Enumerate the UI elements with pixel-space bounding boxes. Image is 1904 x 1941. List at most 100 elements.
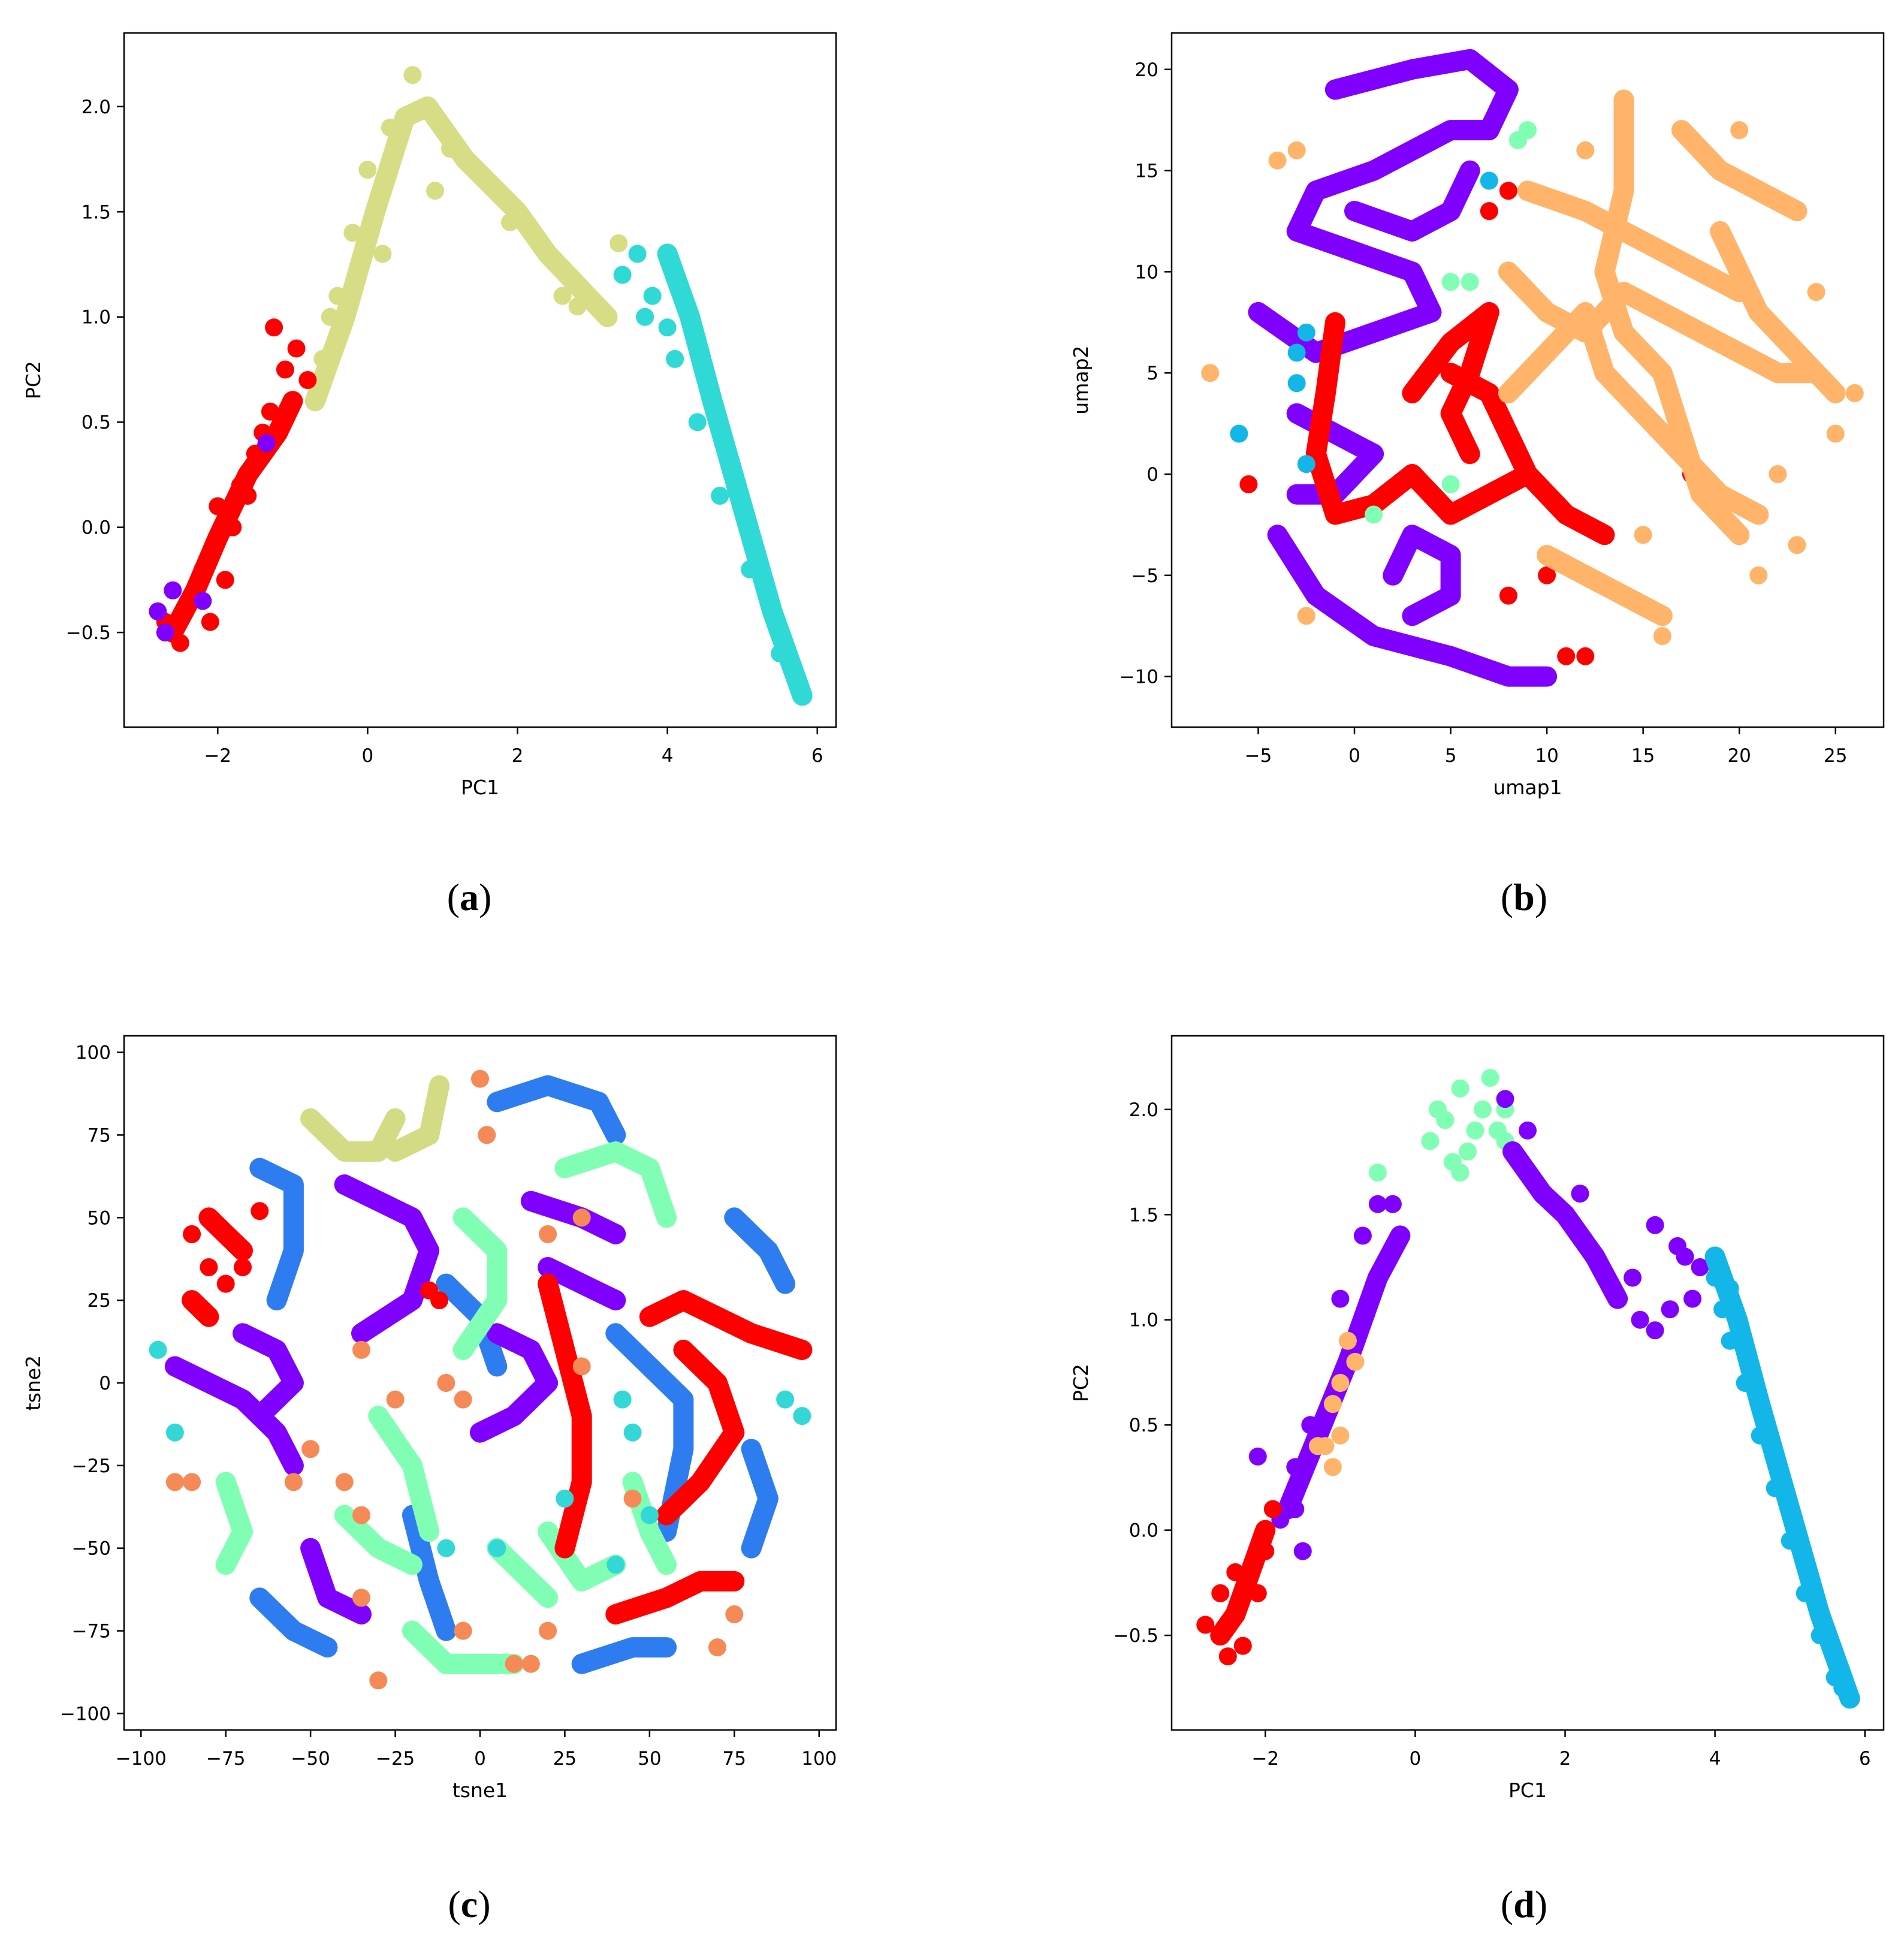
data-point — [553, 287, 572, 305]
data-point — [1615, 283, 1633, 302]
y-axis-label: PC2 — [22, 361, 45, 399]
x-tick-label: −50 — [291, 1748, 330, 1770]
series-cluster-khaki-scatter — [313, 66, 628, 368]
data-point — [606, 1143, 625, 1161]
data-point — [1586, 1247, 1604, 1266]
plot-area-d — [1196, 1069, 1860, 1709]
data-point — [1421, 1132, 1440, 1150]
data-point — [1499, 667, 1517, 686]
y-tick-label: 5 — [1146, 363, 1158, 384]
data-point — [1331, 1374, 1350, 1392]
data-point — [352, 1340, 370, 1359]
data-point — [1538, 667, 1556, 686]
data-point — [681, 308, 699, 326]
data-point — [420, 1281, 439, 1300]
data-point — [1751, 1426, 1769, 1445]
series-cluster-red-scatter — [1196, 1500, 1282, 1666]
data-point — [301, 1440, 320, 1458]
data-point — [688, 413, 707, 432]
data-point — [703, 392, 722, 411]
data-point — [283, 392, 302, 411]
data-point — [1403, 222, 1422, 240]
data-point — [200, 1258, 218, 1276]
x-tick-label: 5 — [1445, 745, 1457, 767]
data-point — [1672, 445, 1691, 463]
data-point — [1788, 202, 1806, 221]
data-point — [352, 1506, 370, 1524]
x-tick-label: 0 — [1410, 1748, 1422, 1770]
data-point — [1706, 1247, 1724, 1266]
data-point — [640, 1159, 659, 1177]
data-point — [1403, 607, 1422, 625]
series-cluster-khaki — [300, 1108, 406, 1162]
data-point — [403, 1456, 421, 1475]
series-cluster-orange-7 — [1710, 221, 1846, 403]
data-point — [488, 1357, 506, 1376]
x-tick-label: 6 — [811, 745, 823, 767]
data-point — [640, 1506, 659, 1524]
series-line — [1537, 545, 1673, 626]
data-point — [606, 1126, 625, 1144]
data-point — [1441, 475, 1460, 493]
data-point — [1631, 1310, 1649, 1329]
x-tick-label: 75 — [723, 1748, 746, 1770]
data-point — [1721, 1331, 1739, 1350]
data-point — [267, 1291, 286, 1310]
x-axis-label: umap1 — [1493, 776, 1562, 799]
x-tick-label: 15 — [1631, 745, 1655, 767]
data-point — [725, 1423, 744, 1442]
series-cluster-purple-7 — [538, 1257, 626, 1311]
data-point — [1615, 586, 1633, 605]
data-point — [666, 349, 684, 368]
data-point — [1730, 343, 1749, 362]
data-point — [776, 1274, 795, 1293]
data-point — [1451, 1079, 1470, 1098]
series-cluster-red-5 — [198, 1207, 253, 1261]
data-point — [1403, 60, 1422, 79]
y-tick-label: 15 — [1135, 161, 1158, 182]
data-point — [1845, 384, 1864, 402]
data-point — [674, 1340, 693, 1359]
data-point — [257, 434, 276, 453]
data-point — [488, 1241, 506, 1260]
series-line — [657, 243, 813, 706]
series-cluster-green — [215, 1472, 253, 1575]
data-point — [369, 1407, 388, 1425]
data-point — [386, 1143, 405, 1161]
data-point — [200, 1208, 218, 1227]
x-tick-label: 50 — [638, 1748, 661, 1770]
data-point — [640, 1307, 659, 1326]
data-point — [149, 1340, 167, 1359]
data-point — [613, 266, 632, 284]
data-point — [437, 1621, 455, 1640]
data-point — [1287, 374, 1306, 393]
data-point — [793, 1340, 811, 1359]
data-point — [1461, 50, 1479, 68]
series-line — [487, 1075, 626, 1146]
data-point — [343, 224, 362, 242]
x-tick-label: −2 — [1251, 1748, 1279, 1770]
data-point — [1249, 303, 1268, 321]
data-point — [1691, 1258, 1709, 1276]
data-point — [1422, 303, 1441, 321]
data-point — [640, 1357, 659, 1376]
data-point — [321, 308, 339, 326]
data-point — [1301, 1416, 1320, 1434]
data-point — [711, 487, 729, 505]
data-point — [298, 371, 317, 389]
data-point — [396, 108, 414, 126]
series-cluster-green — [1365, 121, 1537, 524]
series-line — [1671, 120, 1808, 222]
data-point — [1751, 1395, 1769, 1413]
series-cluster-blue — [487, 1075, 626, 1146]
data-point — [538, 245, 557, 263]
data-point — [505, 1654, 523, 1673]
data-point — [556, 1340, 574, 1359]
data-point — [1653, 364, 1671, 382]
data-point — [1248, 1447, 1267, 1466]
series-line — [164, 1356, 304, 1476]
data-point — [759, 1490, 777, 1508]
y-tick-label: 0.0 — [1129, 1520, 1158, 1542]
series-cluster-orange-3 — [1498, 302, 1769, 525]
data-point — [454, 1390, 472, 1409]
